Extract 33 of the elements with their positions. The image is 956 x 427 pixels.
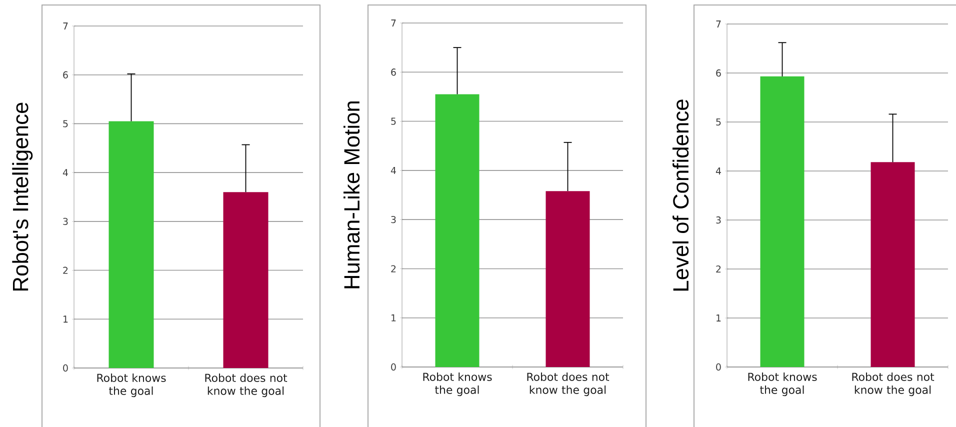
- y-tick-label: 3: [63, 218, 68, 226]
- y-tick-label: 6: [391, 68, 396, 76]
- y-tick-label: 7: [63, 22, 68, 30]
- y-tick-label: 2: [391, 265, 396, 272]
- y-tick-label: 3: [391, 216, 396, 224]
- x-tick-label: Robot does not know the goal: [527, 372, 610, 396]
- y-tick-label: 0: [391, 363, 396, 371]
- x-tick-label: Robot knows the goal: [97, 374, 166, 398]
- x-tick-label: Robot does not know the goal: [852, 372, 934, 396]
- y-tick-label: 0: [716, 363, 721, 371]
- y-tick-label: 2: [63, 266, 68, 274]
- y-tick-label: 4: [62, 169, 68, 176]
- y-axis-title: Human-Like Motion: [344, 101, 360, 288]
- y-tick-label: 1: [392, 314, 396, 322]
- y-tick-label: 2: [716, 265, 721, 273]
- y-tick-label: 6: [63, 71, 68, 78]
- y-tick-label: 4: [390, 166, 396, 174]
- y-axis-title: Robot's Intelligence: [12, 102, 33, 291]
- x-tick-label: Robot knows the goal: [748, 372, 817, 396]
- y-tick-label: 5: [391, 118, 396, 125]
- y-tick-label: 5: [716, 118, 721, 126]
- y-tick-label: 1: [64, 316, 68, 323]
- y-tick-label: 7: [716, 20, 721, 28]
- y-tick-label: 4: [716, 168, 721, 174]
- y-tick-label: 3: [716, 216, 721, 224]
- x-tick-label: Robot knows the goal: [423, 372, 492, 396]
- y-tick-label: 0: [63, 364, 68, 372]
- y-tick-label: 6: [716, 69, 721, 77]
- y-tick-label: 1: [716, 314, 721, 322]
- y-tick-label: 5: [63, 120, 68, 128]
- x-tick-label: Robot does not know the goal: [205, 374, 288, 398]
- y-tick-label: 7: [391, 20, 396, 26]
- y-axis-title: Level of Confidence: [672, 100, 689, 291]
